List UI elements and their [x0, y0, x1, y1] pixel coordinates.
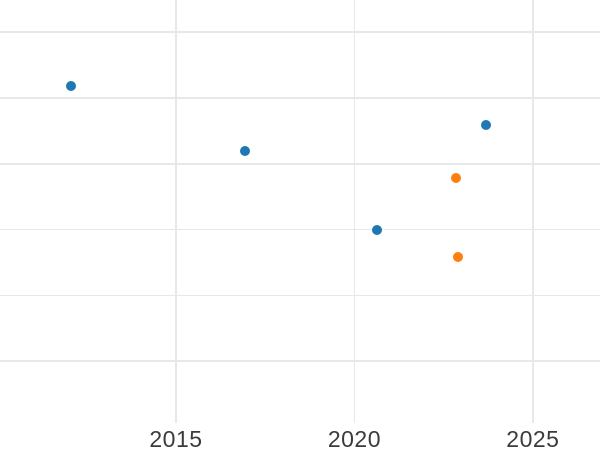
gridline-vertical [175, 0, 177, 423]
data-point [66, 80, 77, 91]
gridline-horizontal [0, 228, 600, 231]
data-point [372, 225, 383, 236]
gridline-horizontal [0, 31, 600, 33]
gridline-vertical [532, 0, 534, 423]
data-point [450, 173, 461, 184]
gridline-horizontal [0, 360, 600, 362]
gridline-vertical [353, 0, 356, 423]
data-point [239, 146, 250, 157]
data-point [480, 119, 491, 130]
gridline-horizontal [0, 163, 600, 165]
data-point [452, 252, 463, 263]
gridline-horizontal [0, 97, 600, 99]
gridline-horizontal [0, 294, 600, 297]
